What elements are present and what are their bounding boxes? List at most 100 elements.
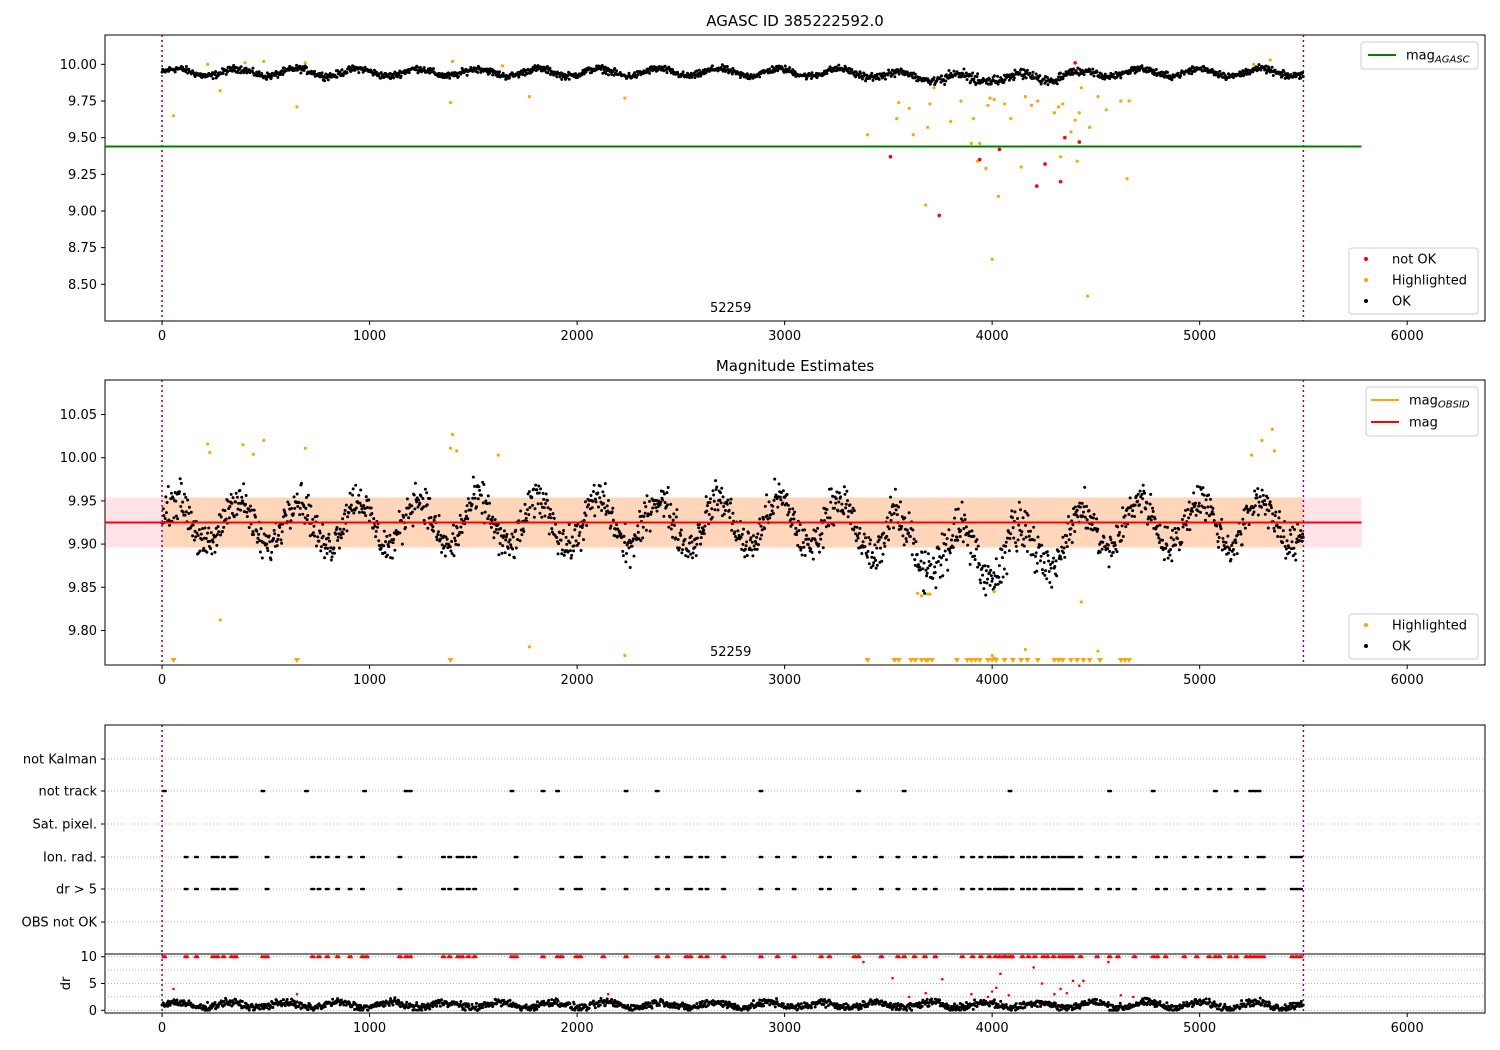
flag-point	[706, 855, 710, 859]
ok-point	[860, 77, 864, 81]
highlighted-point	[1079, 86, 1083, 90]
ok-point	[276, 533, 280, 537]
ok-point	[786, 503, 790, 507]
ok-point	[281, 515, 285, 519]
ok-point	[1059, 557, 1063, 561]
ok-point	[419, 494, 423, 498]
ok-point	[208, 539, 212, 543]
flag-points	[183, 887, 1304, 891]
flag-point	[1196, 887, 1200, 891]
ok-point	[600, 508, 604, 512]
ok-point	[1015, 516, 1019, 520]
ok-point	[604, 72, 608, 76]
ok-point	[712, 499, 716, 503]
ok-point	[1117, 533, 1121, 537]
ok-point	[410, 504, 414, 508]
ok-point	[422, 518, 426, 522]
ok-point	[900, 524, 904, 528]
ok-point	[342, 512, 346, 516]
ok-point	[654, 499, 658, 503]
ok-point	[1034, 554, 1038, 558]
flag-point	[1117, 855, 1121, 859]
ok-point	[675, 508, 679, 512]
ok-point	[1251, 70, 1255, 74]
ok-point	[1039, 82, 1043, 86]
ok-point	[187, 67, 191, 71]
flag-point	[972, 855, 976, 859]
ok-point	[919, 559, 923, 563]
ok-point	[866, 549, 870, 553]
ok-point	[744, 544, 748, 548]
ok-point	[624, 560, 628, 564]
ok-point	[1119, 76, 1123, 80]
ok-point	[1051, 560, 1055, 564]
ok-point	[169, 491, 173, 495]
lower-limit-marker	[1080, 658, 1087, 663]
flag-point	[1300, 855, 1304, 859]
highlighted-point	[1036, 99, 1040, 103]
ok-point	[1215, 70, 1219, 74]
ok-point	[198, 549, 202, 553]
ok-point	[878, 546, 882, 550]
ok-point	[1203, 506, 1207, 510]
ok-point	[649, 510, 653, 514]
ok-point	[1115, 550, 1119, 554]
ok-point	[519, 509, 523, 513]
ok-point	[787, 510, 791, 514]
ok-point	[814, 529, 818, 533]
ok-point	[506, 546, 510, 550]
ok-point	[348, 491, 352, 495]
ok-point	[1159, 74, 1163, 78]
ok-point	[181, 510, 185, 514]
ok-point	[686, 555, 690, 559]
ok-point	[345, 529, 349, 533]
ok-point	[278, 525, 282, 529]
ok-point	[1244, 67, 1248, 71]
ok-point	[1255, 493, 1259, 497]
ok-point	[699, 536, 703, 540]
flag-point	[1053, 855, 1057, 859]
highlighted-point	[500, 64, 504, 68]
highlighted-point	[971, 117, 976, 121]
ok-point	[1082, 73, 1086, 77]
flag-point	[561, 855, 565, 859]
ok-point	[1095, 70, 1099, 74]
flag-point	[914, 855, 918, 859]
ok-point	[1246, 68, 1250, 72]
ok-point	[577, 541, 581, 545]
ok-point	[941, 554, 945, 558]
ok-point	[697, 68, 701, 72]
ok-point	[1180, 540, 1184, 544]
ok-point	[1109, 71, 1113, 75]
ok-point	[668, 515, 672, 519]
ok-point	[1049, 566, 1053, 570]
ok-point	[904, 537, 908, 541]
lower-limit-marker	[1074, 658, 1081, 663]
ok-point	[1261, 493, 1265, 497]
ok-point	[422, 505, 426, 509]
dr-point	[438, 1004, 442, 1008]
ok-point	[1190, 509, 1194, 513]
ok-point	[772, 498, 776, 502]
ok-point	[252, 533, 256, 537]
ok-point	[877, 535, 881, 539]
ok-point	[1003, 551, 1007, 555]
ok-point	[954, 508, 958, 512]
ok-point	[481, 501, 485, 505]
ok-point	[425, 503, 429, 507]
ok-point	[166, 485, 170, 489]
ok-point	[1182, 514, 1186, 518]
ok-point	[377, 539, 381, 543]
ok-point	[435, 538, 439, 542]
ok-point	[1109, 538, 1113, 542]
ok-point	[1259, 68, 1263, 72]
ok-point	[1001, 575, 1005, 579]
highlighted-point	[262, 59, 266, 64]
ok-point	[543, 514, 547, 518]
ok-point	[203, 526, 207, 530]
x-tick-label: 1000	[353, 329, 386, 344]
ok-point	[710, 507, 714, 511]
ok-point	[241, 501, 245, 505]
ok-point	[771, 504, 775, 508]
flag-point	[235, 855, 239, 859]
